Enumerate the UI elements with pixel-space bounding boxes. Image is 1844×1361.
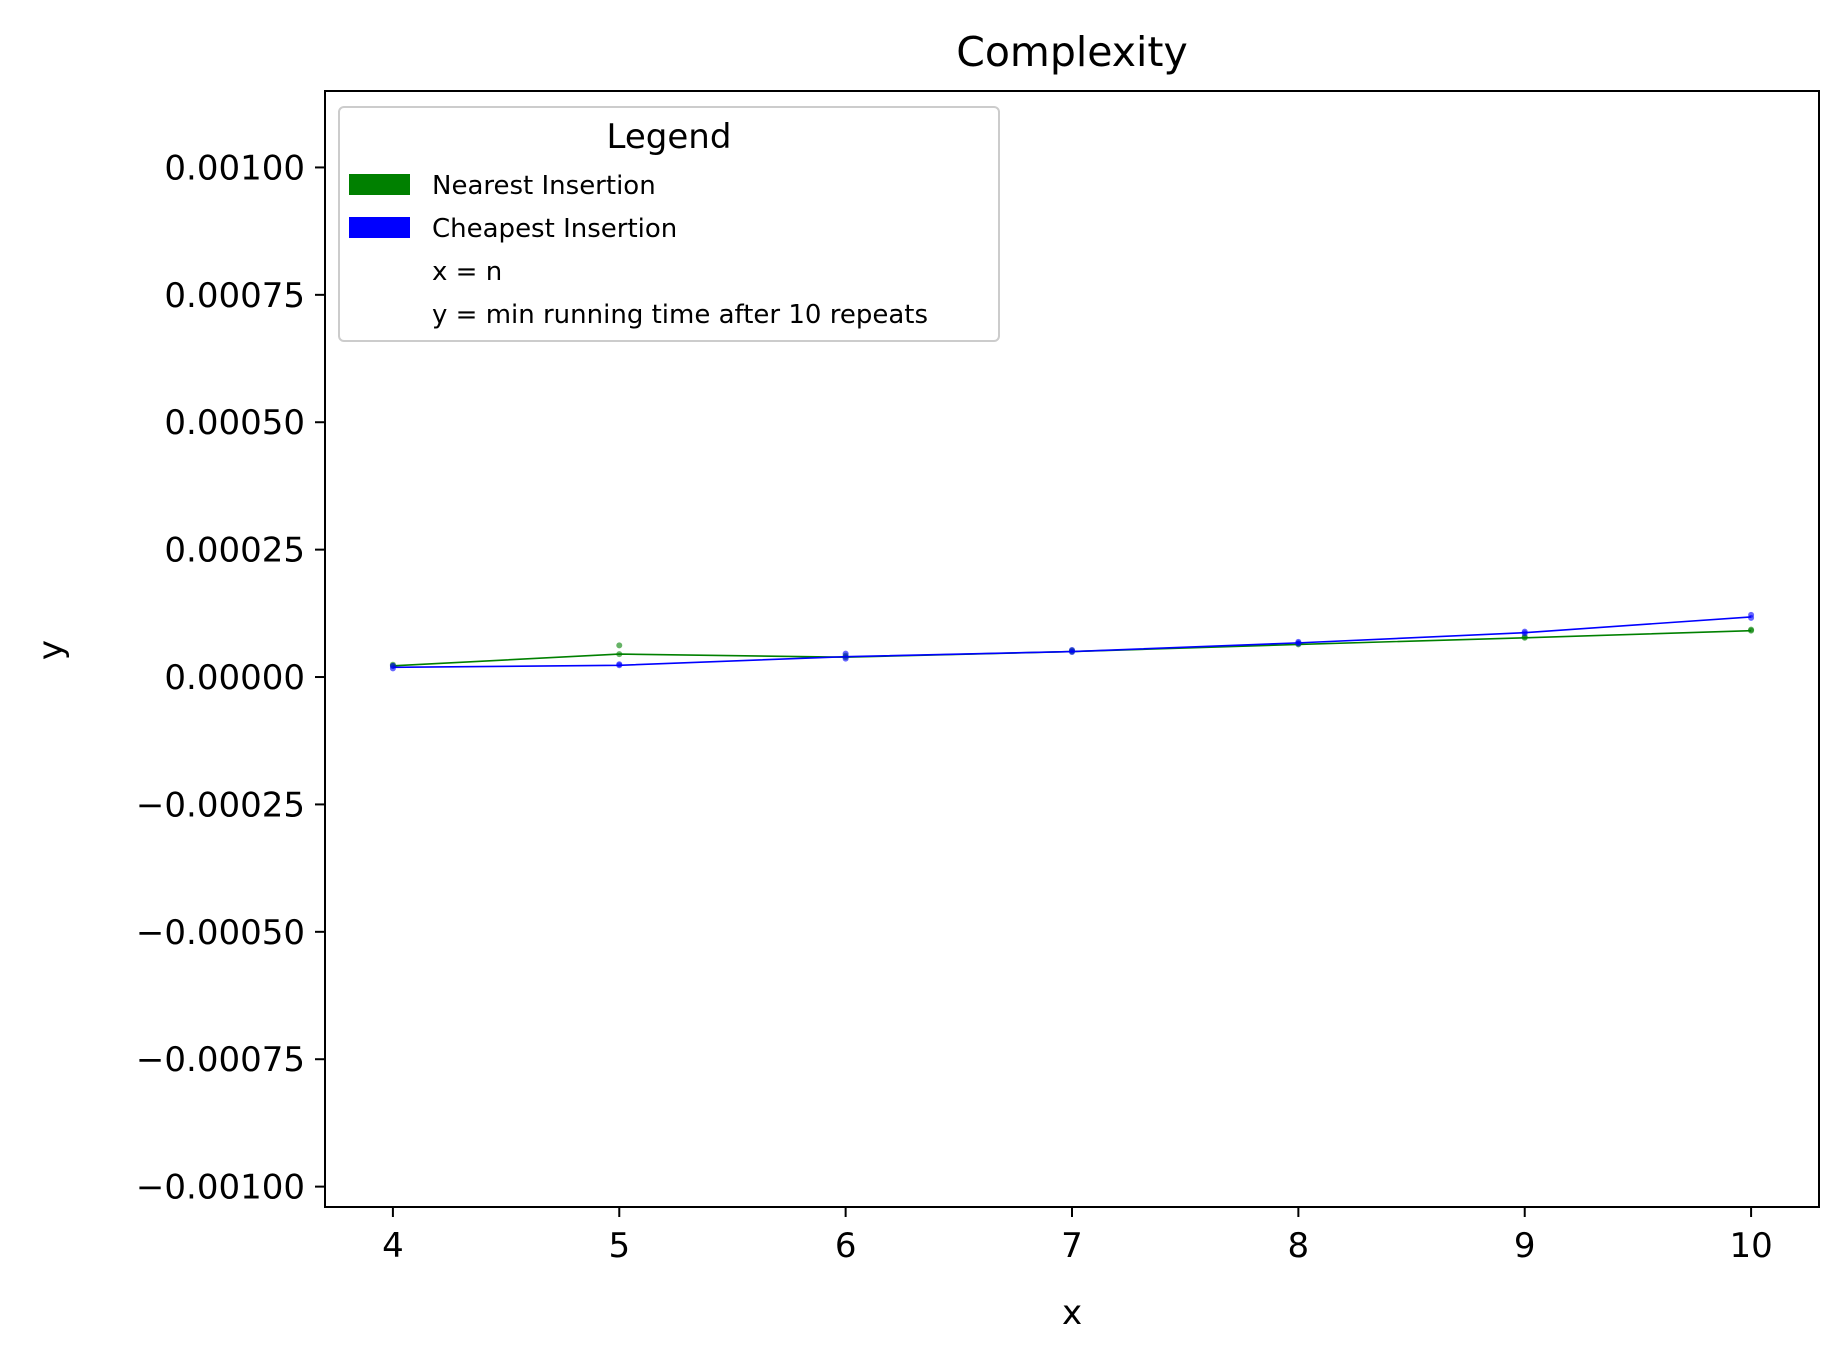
x-axis-label: x (1062, 1293, 1082, 1333)
y-tick-label: −0.00025 (136, 785, 305, 825)
legend-box (338, 106, 1000, 342)
data-point-cheapest-insertion (842, 655, 849, 662)
chart-title: Complexity (956, 28, 1188, 76)
y-tick-label: −0.00100 (136, 1168, 305, 1208)
data-point-cheapest-insertion (389, 662, 396, 669)
data-point-nearest-insertion (1748, 626, 1755, 633)
legend-swatch-nearest-insertion (349, 174, 410, 195)
data-point-cheapest-insertion (1521, 628, 1528, 635)
legend-note-x: x = n (432, 257, 502, 287)
data-point-cheapest-insertion (616, 661, 623, 668)
series-layer (389, 611, 1755, 672)
x-tick-label: 8 (1288, 1226, 1310, 1266)
y-tick-label: −0.00075 (136, 1040, 305, 1080)
x-tick-label: 6 (835, 1226, 857, 1266)
data-point-cheapest-insertion (1069, 647, 1075, 654)
x-axis: 4 5 6 7 8 9 10 (382, 1207, 1773, 1266)
legend: Legend Nearest Insertion Cheapest Insert… (338, 106, 1000, 342)
y-tick-label: 0.00100 (164, 148, 305, 188)
x-tick-label: 10 (1729, 1226, 1772, 1266)
series-cheapest-insertion (389, 611, 1755, 672)
data-point-cheapest-insertion (842, 650, 849, 657)
data-point-nearest-insertion (616, 651, 623, 658)
legend-title: Legend (607, 117, 732, 157)
y-tick-label: 0.00025 (164, 531, 305, 571)
y-tick-label: −0.00050 (136, 913, 305, 953)
x-tick-label: 7 (1061, 1226, 1083, 1266)
legend-label-cheapest-insertion: Cheapest Insertion (432, 214, 677, 244)
x-tick-label: 9 (1514, 1226, 1536, 1266)
y-tick-label: 0.00050 (164, 403, 305, 443)
y-axis: 0.00100 0.00075 0.00050 0.00025 0.00000 −0.00… (136, 148, 325, 1208)
y-axis-label: y (31, 640, 71, 660)
x-tick-label: 5 (608, 1226, 630, 1266)
y-tick-label: 0.00075 (164, 276, 305, 316)
legend-label-nearest-insertion: Nearest Insertion (432, 171, 656, 201)
y-tick-label: 0.00000 (164, 658, 305, 698)
legend-note-y: y = min running time after 10 repeats (432, 300, 928, 330)
data-point-cheapest-insertion (1295, 638, 1302, 645)
data-point-cheapest-insertion (1748, 611, 1755, 618)
legend-swatch-cheapest-insertion (349, 217, 410, 238)
data-point-nearest-insertion (616, 642, 623, 649)
x-tick-label: 4 (382, 1226, 404, 1266)
